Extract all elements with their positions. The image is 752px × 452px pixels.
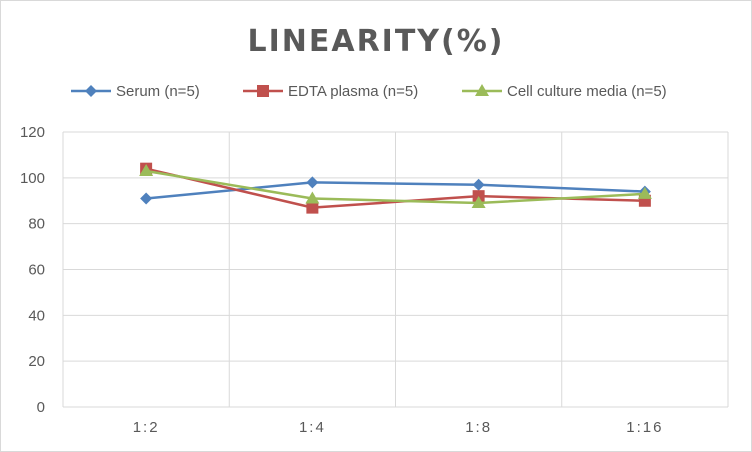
legend-marker [257,85,269,97]
y-tick-label: 120 [20,124,45,141]
data-point [306,176,319,189]
x-tick-label: 1:16 [626,419,663,436]
chart-title: LINEARITY(%) [247,24,504,59]
series-line [145,169,645,205]
x-tick-label: 1:8 [465,419,492,436]
series-layer [139,162,652,214]
legend-item: Serum (n=5) [71,83,200,100]
data-point [306,201,319,214]
data-point [139,163,154,176]
y-tick-label: 40 [28,307,45,324]
x-tick-label: 1:4 [299,419,326,436]
legend-label: EDTA plasma (n=5) [288,83,418,100]
grid [62,131,729,408]
legend-item: EDTA plasma (n=5) [243,83,418,100]
legend-label: Cell culture media (n=5) [507,83,667,100]
x-axis: 1:2 1:4 1:8 1:16 [133,419,663,436]
legend-item: Cell culture media (n=5) [462,83,667,100]
legend: Serum (n=5) EDTA plasma (n=5) Cell culture… [71,83,667,100]
x-tick-label: 1:2 [133,419,160,436]
series-2 [139,163,652,209]
y-tick-label: 0 [37,399,45,416]
y-tick-label: 80 [28,216,45,233]
data-point [305,191,320,204]
legend-marker [85,85,97,97]
legend-label: Serum (n=5) [116,83,200,100]
data-point [472,178,485,191]
y-axis: 0 20 40 60 80 100 120 [20,124,45,416]
y-tick-label: 100 [20,170,45,187]
y-tick-label: 60 [28,262,45,279]
data-point [140,192,153,205]
data-point [637,186,652,199]
data-point [471,196,486,209]
y-tick-label: 20 [28,353,45,370]
series-line [146,181,645,200]
legend-marker [475,84,489,96]
